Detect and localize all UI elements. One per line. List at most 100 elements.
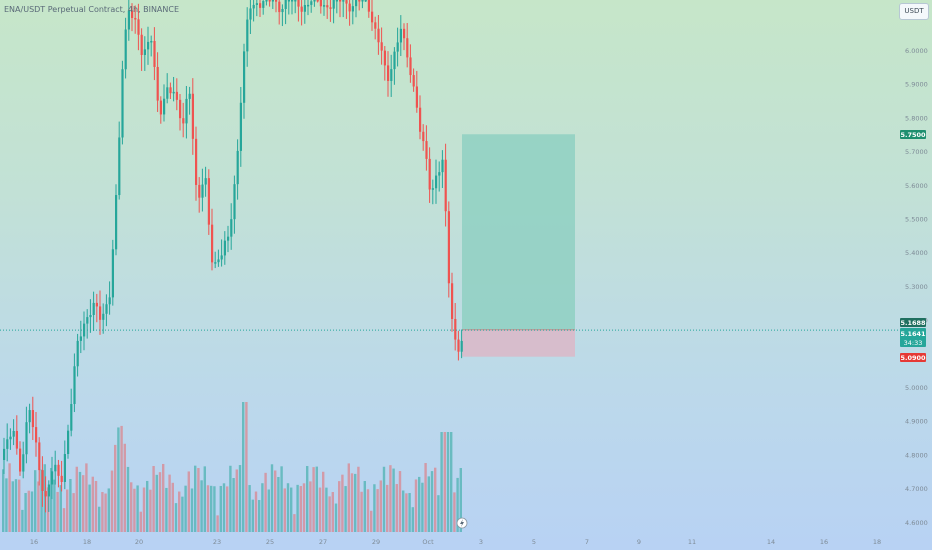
volume-bar	[242, 402, 245, 532]
candle	[134, 5, 137, 34]
candle-body	[374, 22, 377, 29]
candle	[166, 73, 169, 104]
candle-body	[41, 470, 44, 491]
volume-bar	[306, 466, 309, 532]
volume-bar	[27, 490, 30, 532]
candle-body	[287, 0, 290, 2]
candle-body	[182, 118, 185, 124]
candle	[102, 303, 105, 334]
volume-bar	[341, 474, 344, 532]
candle-body	[99, 306, 102, 320]
volume-bar	[94, 480, 98, 532]
candle-body	[460, 340, 463, 352]
candle	[233, 175, 236, 234]
volume-bar	[370, 510, 373, 532]
candle	[28, 403, 31, 434]
candle	[275, 0, 278, 13]
volume-bar	[162, 463, 165, 532]
candle	[19, 441, 22, 476]
volume-bar	[437, 495, 440, 532]
candle-body	[179, 99, 182, 119]
y-tick-label: 4.6000	[905, 519, 928, 527]
candle	[460, 329, 463, 359]
candle	[406, 23, 409, 68]
volume-bar	[222, 483, 226, 532]
candle	[399, 15, 402, 57]
candle	[387, 51, 390, 97]
volume-bar	[226, 486, 229, 532]
candle	[105, 294, 108, 327]
candle	[438, 161, 441, 192]
candle	[348, 0, 351, 26]
volume-bar	[59, 485, 62, 532]
candle	[243, 43, 246, 119]
volume-bar	[8, 463, 11, 532]
candle	[281, 4, 284, 27]
candle-body	[217, 259, 220, 263]
candle-body	[54, 464, 57, 472]
candle-body	[339, 0, 342, 2]
candle-body	[44, 490, 47, 497]
volume-bar	[62, 508, 66, 532]
candle	[393, 47, 396, 85]
volume-bar	[139, 511, 142, 532]
candle	[204, 166, 207, 197]
candle-body	[19, 448, 22, 472]
volume-bar	[168, 474, 171, 532]
volume-bar	[290, 487, 293, 532]
volume-bar	[293, 514, 296, 532]
candle	[435, 159, 438, 204]
volume-bar	[446, 432, 450, 532]
currency-button[interactable]: USDT	[899, 3, 929, 20]
volume-bar	[40, 469, 43, 532]
volume-bar	[440, 432, 443, 532]
volume-bar	[101, 492, 104, 532]
candle	[191, 78, 194, 155]
x-tick-label: 16	[820, 538, 828, 546]
volume-bar	[354, 473, 357, 532]
candle	[377, 15, 380, 55]
candle-body	[57, 464, 60, 476]
candle	[425, 125, 428, 171]
candle	[268, 0, 271, 7]
candle-body	[377, 28, 380, 43]
volume-bar	[251, 499, 254, 532]
candle-body	[153, 40, 156, 67]
x-tick-label: 14	[767, 538, 775, 546]
candle-body	[95, 302, 98, 307]
candle	[441, 150, 444, 189]
candle	[367, 0, 370, 18]
candle-body	[191, 93, 194, 139]
x-tick-label: 27	[319, 538, 327, 546]
y-tick-label: 6.0000	[905, 47, 928, 55]
candle-body	[121, 69, 124, 138]
volume-bar	[418, 476, 421, 532]
volume-bar	[120, 425, 123, 532]
candle-body	[409, 57, 412, 76]
candle	[310, 0, 313, 13]
candle	[236, 139, 239, 200]
candle	[246, 7, 249, 67]
candle-body	[223, 240, 226, 256]
stop-zone	[462, 329, 575, 357]
time-axis: 16 18 20 23 25 27 29 Oct 3 5 7 9 11 14 16 18	[30, 538, 881, 546]
y-tick-label: 5.4000	[905, 249, 928, 257]
candle	[419, 95, 422, 140]
x-tick-label: 16	[30, 538, 38, 546]
volume-bar	[392, 468, 395, 532]
candle	[223, 231, 226, 265]
candle	[115, 184, 118, 256]
candle	[156, 52, 159, 112]
candle-body	[204, 178, 207, 185]
volume-bar	[379, 480, 382, 532]
volume-bar	[2, 469, 5, 532]
stop-price-label: 5.0900	[900, 353, 926, 362]
stop-price-label-bg	[900, 353, 926, 362]
candle	[83, 311, 86, 351]
candle	[182, 102, 185, 138]
volume-bar	[229, 465, 232, 532]
candle-body	[188, 93, 191, 99]
candle	[147, 26, 150, 65]
position-tool	[462, 134, 575, 357]
